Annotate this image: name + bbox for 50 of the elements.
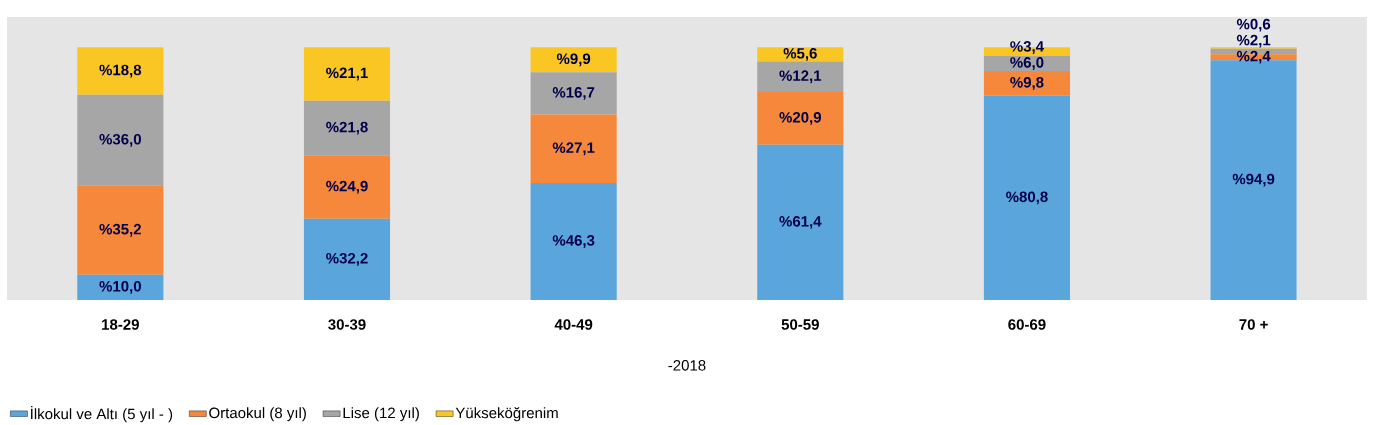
legend-label: Ortaokul (8 yıl) [209,406,306,421]
bar [77,47,164,95]
bar [303,218,391,300]
data-label: %94,9 [1232,173,1275,187]
bar [983,95,1071,300]
x-tick-label: 40-49 [554,319,593,330]
bar [757,61,844,92]
bar [530,114,617,183]
data-label: %5,6 [783,47,817,61]
bar [77,94,164,186]
bar [530,182,617,300]
data-label: %21,1 [326,67,368,81]
bar [77,185,164,275]
data-label: %12,1 [779,70,822,83]
bar [530,47,617,73]
data-label: %2,1 [1236,34,1271,48]
bar [983,70,1071,96]
x-tick-label: 30-39 [328,319,366,330]
bar [303,155,391,219]
data-label: %32,2 [326,252,368,266]
x-tick-label: 50-59 [781,319,819,330]
data-label: %16,7 [552,86,595,100]
x-tick-label: 70 + [1239,319,1268,330]
data-label: %24,9 [326,180,368,194]
data-label: %61,4 [779,215,822,229]
bar [303,47,391,101]
x-tick-label: 60-69 [1008,319,1046,330]
data-label: %27,1 [552,142,595,155]
data-label: %9,8 [1010,76,1044,90]
data-label: %9,9 [556,53,591,67]
data-label: %80,8 [1006,191,1048,205]
legend-label: Yükseköğrenim [455,406,558,422]
data-label: %6,0 [1010,56,1044,70]
bar [530,72,617,115]
data-label: %10,0 [99,280,141,294]
legend-label: İlkokul ve Altı (5 yıl - ) [31,405,173,423]
x-tick-label: 18-29 [102,319,139,330]
bar [757,144,844,300]
data-label: %18,8 [99,64,142,78]
data-label: %21,8 [326,121,368,135]
bar [303,100,391,156]
data-label: %35,2 [99,223,141,237]
x-axis-title: -2018 [668,359,706,371]
data-label: %36,0 [99,133,141,147]
bar [757,91,844,145]
data-label: %46,3 [552,234,595,248]
legend-label: Lise (12 yıl) [343,406,419,421]
data-label: %20,9 [779,111,821,125]
data-label: %0,6 [1236,18,1271,32]
bar [77,274,164,300]
